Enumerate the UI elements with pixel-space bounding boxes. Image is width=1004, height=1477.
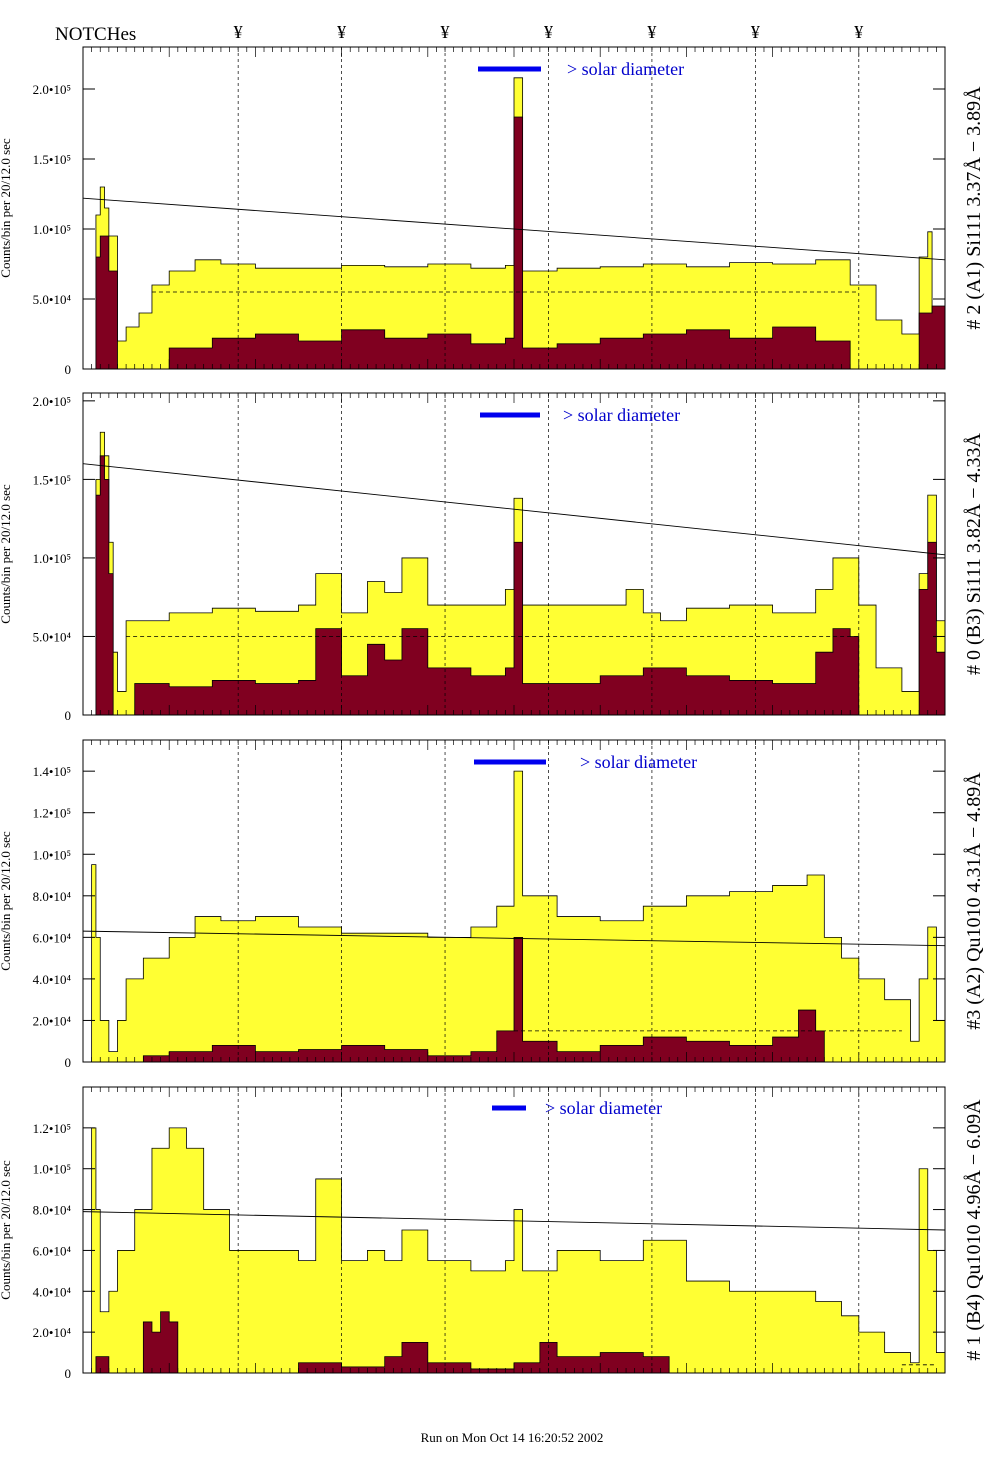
- trend-line: [83, 930, 945, 947]
- panels: 0 5.0•10⁴ 1.0•10⁵ 1.5•10⁵ 2.0•10⁵ Counts/bin …: [0, 46, 985, 1381]
- panel-title: # 2 (A1) Si111 3.37Å − 3.89Å: [963, 86, 985, 330]
- y-tick-label: 8.0•10⁴: [33, 1203, 72, 1218]
- y-tick-label: 0: [65, 708, 72, 723]
- solar-diameter-label: > solar diameter: [567, 59, 684, 79]
- solar-diameter-label: > solar diameter: [580, 752, 697, 772]
- y-tick-label: 0: [65, 1366, 72, 1381]
- y-tick-label: 6.0•10⁴: [33, 930, 72, 945]
- histogram-inner: [83, 455, 945, 715]
- notch-marks: ¥ ¥ ¥ ¥ ¥ ¥ ¥: [234, 22, 864, 42]
- y-axis-label: Counts/bin per 20/12.0 sec: [0, 138, 13, 278]
- y-tick-label: 6.0•10⁴: [33, 1243, 72, 1258]
- solar-diameter-label: > solar diameter: [545, 1098, 662, 1118]
- plot-area: [83, 1087, 945, 1373]
- notch-mark-6: ¥: [751, 22, 760, 42]
- notch-mark-5: ¥: [647, 22, 656, 42]
- chart-panel-3: 0 2.0•10⁴ 4.0•10⁴ 6.0•10⁴ 8.0•10⁴ 1.0•10⁵ 1.2•…: [0, 739, 985, 1070]
- notch-mark-2: ¥: [337, 22, 346, 42]
- y-tick-label: 5.0•10⁴: [33, 292, 72, 307]
- y-tick-label: 2.0•10⁵: [33, 82, 71, 97]
- plot-area: [83, 393, 945, 715]
- y-tick-label: 1.0•10⁵: [33, 847, 71, 862]
- y-tick-label: 1.0•10⁵: [33, 222, 71, 237]
- chart-panel-4: 0 2.0•10⁴ 4.0•10⁴ 6.0•10⁴ 8.0•10⁴ 1.0•10⁵ 1.2•…: [0, 1086, 985, 1381]
- notches-label: NOTCHes: [55, 24, 136, 45]
- panel-title: # 1 (B4) Qu1010 4.96Å − 6.09Å: [963, 1099, 985, 1361]
- notch-mark-3: ¥: [441, 22, 450, 42]
- panel-title: # 0 (B3) Si111 3.82Å − 4.33Å: [963, 432, 985, 675]
- y-tick-label: 0: [65, 1055, 72, 1070]
- y-axis-label: Counts/bin per 20/12.0 sec: [0, 831, 13, 971]
- y-tick-label: 2.0•10⁵: [33, 394, 71, 409]
- plot-area: [83, 47, 945, 369]
- panel-title: #3 (A2) Qu1010 4.31Å − 4.89Å: [963, 772, 985, 1030]
- chart-panel-2: 0 5.0•10⁴ 1.0•10⁵ 1.5•10⁵ 2.0•10⁵ Counts/bin …: [0, 392, 985, 723]
- footer-run-timestamp: Run on Mon Oct 14 16:20:52 2002: [421, 1430, 604, 1445]
- notch-mark-4: ¥: [544, 22, 553, 42]
- y-tick-label: 2.0•10⁴: [33, 1325, 72, 1340]
- trend-line: [83, 197, 945, 261]
- notch-mark-7: ¥: [854, 22, 863, 42]
- histogram-inner: [83, 936, 945, 1062]
- trend-line: [83, 463, 945, 556]
- histogram-total: [83, 1127, 945, 1373]
- y-tick-label: 1.0•10⁵: [33, 1162, 71, 1177]
- y-tick-label: 1.0•10⁵: [33, 551, 71, 566]
- y-tick-label: 1.4•10⁵: [33, 764, 71, 779]
- plot-area: [83, 740, 945, 1062]
- y-tick-label: 1.2•10⁵: [33, 806, 71, 821]
- y-tick-label: 0: [65, 362, 72, 377]
- y-tick-label: 1.2•10⁵: [33, 1121, 71, 1136]
- histogram-inner: [83, 116, 945, 369]
- trend-line: [83, 1211, 945, 1231]
- chart-panel-1: 0 5.0•10⁴ 1.0•10⁵ 1.5•10⁵ 2.0•10⁵ Counts/bin …: [0, 46, 985, 377]
- y-axis-label: Counts/bin per 20/12.0 sec: [0, 1160, 13, 1300]
- notch-mark-1: ¥: [234, 22, 243, 42]
- histogram-total: [83, 770, 945, 1062]
- y-tick-label: 5.0•10⁴: [33, 629, 72, 644]
- y-tick-label: 8.0•10⁴: [33, 889, 72, 904]
- y-tick-label: 2.0•10⁴: [33, 1013, 72, 1028]
- y-tick-label: 1.5•10⁵: [33, 472, 71, 487]
- y-tick-label: 4.0•10⁴: [33, 1284, 72, 1299]
- solar-diameter-label: > solar diameter: [563, 405, 680, 425]
- y-axis-label: Counts/bin per 20/12.0 sec: [0, 484, 13, 624]
- y-tick-label: 4.0•10⁴: [33, 972, 72, 987]
- y-tick-label: 1.5•10⁵: [33, 152, 71, 167]
